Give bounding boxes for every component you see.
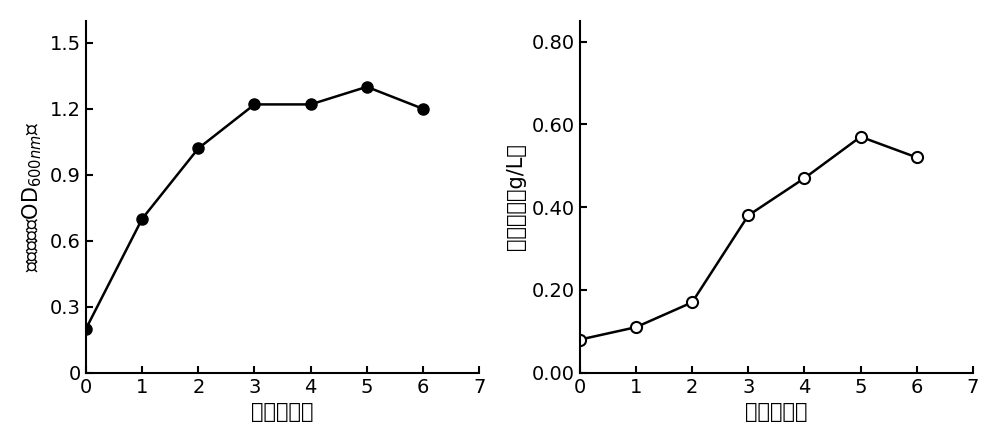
Y-axis label: 乙醇产量（g/L）: 乙醇产量（g/L）	[506, 144, 526, 250]
X-axis label: 时间（天）: 时间（天）	[745, 402, 808, 422]
Y-axis label: 细胞浓度（OD$_{600nm}$）: 细胞浓度（OD$_{600nm}$）	[21, 122, 44, 272]
X-axis label: 时间（天）: 时间（天）	[251, 402, 314, 422]
